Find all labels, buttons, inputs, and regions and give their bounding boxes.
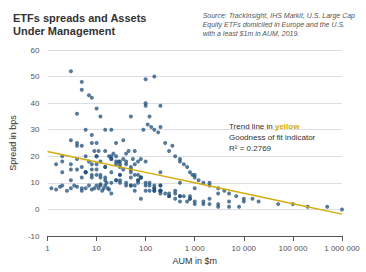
svg-text:with a least $1m in AUM, 2019.: with a least $1m in AUM, 2019. [203,30,300,37]
svg-text:30: 30 [31,125,40,134]
svg-text:AUM in $m: AUM in $m [172,256,217,266]
svg-text:Equity ETFs domiciled in Europ: Equity ETFs domiciled in Europe and the … [203,21,345,29]
svg-text:20: 20 [31,152,40,161]
svg-text:1: 1 [45,244,50,253]
svg-text:10 000: 10 000 [232,244,257,253]
svg-text:-10: -10 [28,232,40,241]
svg-text:yellow: yellow [275,122,300,131]
svg-text:40: 40 [31,99,40,108]
svg-text:ETFs spreads and Assets: ETFs spreads and Assets [13,12,146,24]
svg-text:Goodness of fit indicator: Goodness of fit indicator [229,133,316,142]
svg-text:Spread in bps: Spread in bps [8,115,18,171]
svg-text:100: 100 [139,244,153,253]
svg-text:Trend line in: Trend line in [229,122,275,131]
svg-text:60: 60 [31,46,40,55]
svg-text:100 000: 100 000 [278,244,307,253]
svg-text:Source: TrackInsight, IHS Mark: Source: TrackInsight, IHS Markit, U.S. L… [203,12,355,20]
svg-text:R² = 0.2769: R² = 0.2769 [229,144,272,153]
svg-text:0: 0 [35,205,40,214]
svg-text:Under Management: Under Management [13,25,115,37]
svg-text:1 000 000: 1 000 000 [324,244,360,253]
svg-text:10: 10 [31,178,40,187]
svg-text:1 000: 1 000 [185,244,206,253]
svg-text:10: 10 [92,244,101,253]
svg-text:50: 50 [31,72,40,81]
